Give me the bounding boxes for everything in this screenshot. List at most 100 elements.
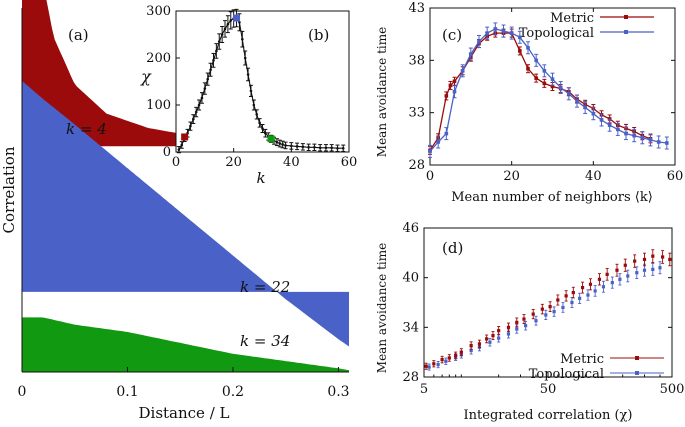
point-c-topological [607,123,612,128]
point-d-metric [491,334,495,338]
point-d-topological [488,340,492,344]
point-d-metric [485,337,489,341]
point-d-topological [642,268,647,272]
point-c-topological [460,69,465,73]
x-tick-label-b: 0 [172,155,180,170]
chi-point [301,145,305,149]
chi-point [290,144,293,148]
point-d-metric [522,317,526,321]
point-d-topological [534,319,538,323]
point-c-topological [599,118,604,122]
point-c-topological [656,140,661,144]
point-c-topological [501,29,506,33]
chi-point [209,68,212,72]
point-d-metric [447,356,451,360]
y-tick-label-b: 200 [146,51,171,66]
panel-b: 0 20 40 60 0 100 200 300 (b) k χ [140,4,357,187]
y-axis-label-a: Correlation [0,146,18,233]
chi-point [341,146,345,150]
y-tick-label-b: 0 [163,145,171,160]
legend-d-topological-marker [635,371,639,375]
x-axis-label-c: Mean number of neighbors ⟨k⟩ [451,190,653,205]
chi-point [330,146,334,150]
chi-point [189,124,192,128]
point-c-metric [518,49,522,53]
legend-c-topological: Topological [519,26,594,41]
x-tick-label-d: 50 [540,382,557,397]
point-c-topological [534,58,538,63]
point-d-metric [623,263,627,267]
panel-c-label: (c) [442,26,462,44]
chi-point [194,110,198,114]
chi-point [336,146,339,150]
chi-point [275,140,279,144]
point-d-metric [668,257,672,262]
point-c-topological [591,111,596,116]
point-d-metric [633,259,637,263]
chi-point [252,103,256,107]
frame-c [429,7,676,166]
point-c-topological [583,105,587,110]
point-d-topological [427,365,431,369]
chi-point [203,87,207,90]
point-c-topological [665,141,669,145]
y-tick-label-b: 300 [146,4,171,19]
x-tick-label-a: 0 [18,384,27,400]
point-c-topological [485,31,489,35]
point-c-topological [526,45,530,50]
point-d-topological [586,293,590,297]
point-d-topological [570,300,574,305]
y-tick-label-c: 43 [408,1,425,16]
chi-point [217,40,221,43]
x-tick-label-b: 20 [225,155,242,170]
x-tick-label-d: 500 [660,382,685,397]
point-c-topological [518,35,522,40]
point-d-topological [497,336,501,340]
point-d-metric [615,268,619,272]
point-c-topological [428,149,432,154]
y-tick-label-d: 34 [402,320,419,335]
label-k34: k = 34 [240,332,290,350]
point-d-topological [515,327,519,331]
point-d-topological [469,348,473,353]
panel-d-label: (d) [442,239,463,257]
y-axis-label-c: Mean avoidance time [375,27,389,157]
chi-point [220,33,224,36]
point-d-metric [477,342,482,346]
legend-c-metric-marker [624,15,628,19]
point-d-topological [601,285,606,289]
chi-point [206,77,210,81]
point-d-metric [459,350,463,354]
point-d-topological [626,274,630,278]
point-c-metric [534,76,538,80]
point-c-metric [542,81,547,86]
series-c-topological [429,28,667,152]
point-c-topological [648,138,653,142]
point-c-topological [616,127,620,132]
chi-point [278,142,282,145]
chi-point [192,117,195,121]
chi-point [177,148,181,151]
point-d-metric [424,364,428,368]
x-axis-label-d: Integrated correlation (χ) [464,408,633,423]
chi-point [229,19,233,22]
y-tick-label-b: 100 [146,98,171,113]
point-c-metric [550,84,555,89]
point-d-metric [588,282,593,286]
point-d-topological [561,305,565,310]
point-c-topological [558,85,563,90]
point-d-topological [552,310,556,314]
point-d-topological [436,362,440,367]
y-tick-label-d: 46 [402,221,419,236]
point-d-metric [556,298,560,302]
point-c-topological [452,89,457,94]
point-c-topological [509,31,514,35]
point-c-topological [477,39,481,44]
point-c-topological [542,69,547,73]
chi-point [238,20,241,24]
legend-c: Metric Topological [519,11,654,41]
point-c-metric [448,83,453,88]
point-d-topological [506,332,511,336]
chi-point [281,143,284,146]
